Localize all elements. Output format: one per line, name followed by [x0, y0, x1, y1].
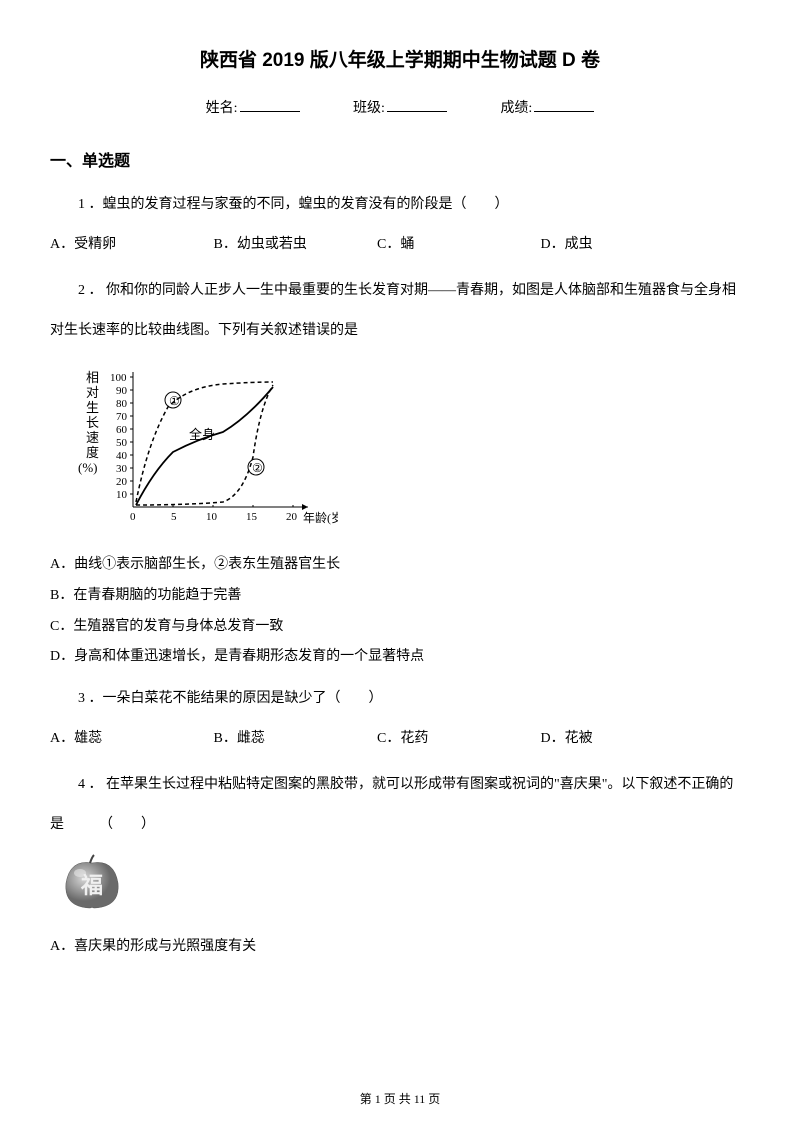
q1-opt-d: D．成虫	[541, 231, 701, 259]
name-field: 姓名:	[206, 97, 300, 117]
ytick-30: 30	[116, 463, 128, 475]
ytick-90: 90	[116, 385, 128, 397]
q4-opt-a: A．喜庆果的形成与光照强度有关	[50, 932, 750, 963]
q3-opt-b: B．雌蕊	[214, 725, 374, 753]
q4-text1: 4 ． 在苹果生长过程中粘贴特定图案的黑胶带，就可以形成带有图案或祝词的"喜庆果…	[50, 771, 750, 799]
apple-svg: 福	[60, 851, 125, 911]
section-title: 一、单选题	[50, 147, 750, 171]
xtick-5: 5	[171, 511, 177, 523]
y-label-5: 速	[86, 430, 99, 445]
name-blank	[240, 111, 300, 112]
y-label-3: 生	[86, 400, 99, 415]
page-title: 陕西省 2019 版八年级上学期期中生物试题 D 卷	[50, 45, 750, 72]
q1-options: A．受精卵 B．幼虫或若虫 C．蛹 D．成虫	[50, 231, 750, 259]
y-label-7: (%)	[78, 460, 98, 475]
ytick-80: 80	[116, 398, 128, 410]
q2-opt-a: A．曲线①表示脑部生长，②表东生殖器官生长	[50, 550, 750, 581]
y-label-6: 度	[86, 445, 99, 460]
ytick-10: 10	[116, 489, 128, 501]
class-label: 班级:	[353, 101, 385, 116]
apple-char: 福	[80, 873, 103, 898]
q2-opt-b: B．在青春期脑的功能趋于完善	[50, 581, 750, 612]
xtick-10: 10	[206, 511, 218, 523]
x-arrow	[302, 504, 308, 510]
x-label: 年龄(岁)	[303, 510, 338, 525]
q2-text1: 2 ． 你和你的同龄人正步人一生中最重要的生长发育对期——青春期，如图是人体脑部…	[50, 277, 750, 305]
y-label-4: 长	[86, 415, 99, 430]
xtick-20: 20	[286, 511, 298, 523]
class-blank	[387, 111, 447, 112]
xtick-15: 15	[246, 511, 258, 523]
q3-opt-a: A．雄蕊	[50, 725, 210, 753]
score-blank	[534, 111, 594, 112]
q3-opt-c: C．花药	[377, 725, 537, 753]
ytick-70: 70	[116, 411, 128, 423]
xtick-0: 0	[130, 511, 136, 523]
q2-text2: 对生长速率的比较曲线图。下列有关叙述错误的是	[50, 317, 750, 345]
curve-2	[136, 385, 273, 505]
info-line: 姓名: 班级: 成绩:	[50, 97, 750, 117]
q2-opt-d: D．身高和体重迅速增长，是青春期形态发育的一个显著特点	[50, 642, 750, 673]
y-label-1: 相	[86, 370, 99, 385]
q2-opt-c: C．生殖器官的发育与身体总发育一致	[50, 612, 750, 643]
body-label: 全身	[189, 427, 215, 442]
q1-text: 1 ．蝗虫的发育过程与家蚕的不同，蝗虫的发育没有的阶段是（ ）	[50, 191, 750, 219]
q1-opt-b: B．幼虫或若虫	[214, 231, 374, 259]
score-field: 成绩:	[500, 97, 594, 117]
ytick-60: 60	[116, 424, 128, 436]
page-footer: 第 1 页 共 11 页	[0, 1090, 800, 1107]
apple-stem	[90, 855, 94, 863]
score-label: 成绩:	[500, 101, 532, 116]
label-1: ①	[169, 394, 180, 408]
growth-chart: 相 对 生 长 速 度 (%) 100 90 80 70 60 50 40 30…	[78, 357, 338, 532]
class-field: 班级:	[353, 97, 447, 117]
q1-opt-a: A．受精卵	[50, 231, 210, 259]
name-label: 姓名:	[206, 101, 238, 116]
y-label-2: 对	[86, 385, 99, 400]
curve-1	[136, 382, 273, 502]
q3-options: A．雄蕊 B．雌蕊 C．花药 D．花被	[50, 725, 750, 753]
q1-opt-c: C．蛹	[377, 231, 537, 259]
label-2: ②	[252, 461, 263, 475]
q4-text2: 是 （ ）	[50, 811, 750, 839]
ytick-40: 40	[116, 450, 128, 462]
ytick-100: 100	[110, 372, 127, 384]
chart-svg: 相 对 生 长 速 度 (%) 100 90 80 70 60 50 40 30…	[78, 357, 338, 532]
ytick-50: 50	[116, 437, 128, 449]
q3-opt-d: D．花被	[541, 725, 701, 753]
ytick-20: 20	[116, 476, 128, 488]
q3-text: 3 ．一朵白菜花不能结果的原因是缺少了（ ）	[50, 685, 750, 713]
curve-body	[136, 387, 273, 505]
apple-image: 福	[60, 851, 750, 916]
